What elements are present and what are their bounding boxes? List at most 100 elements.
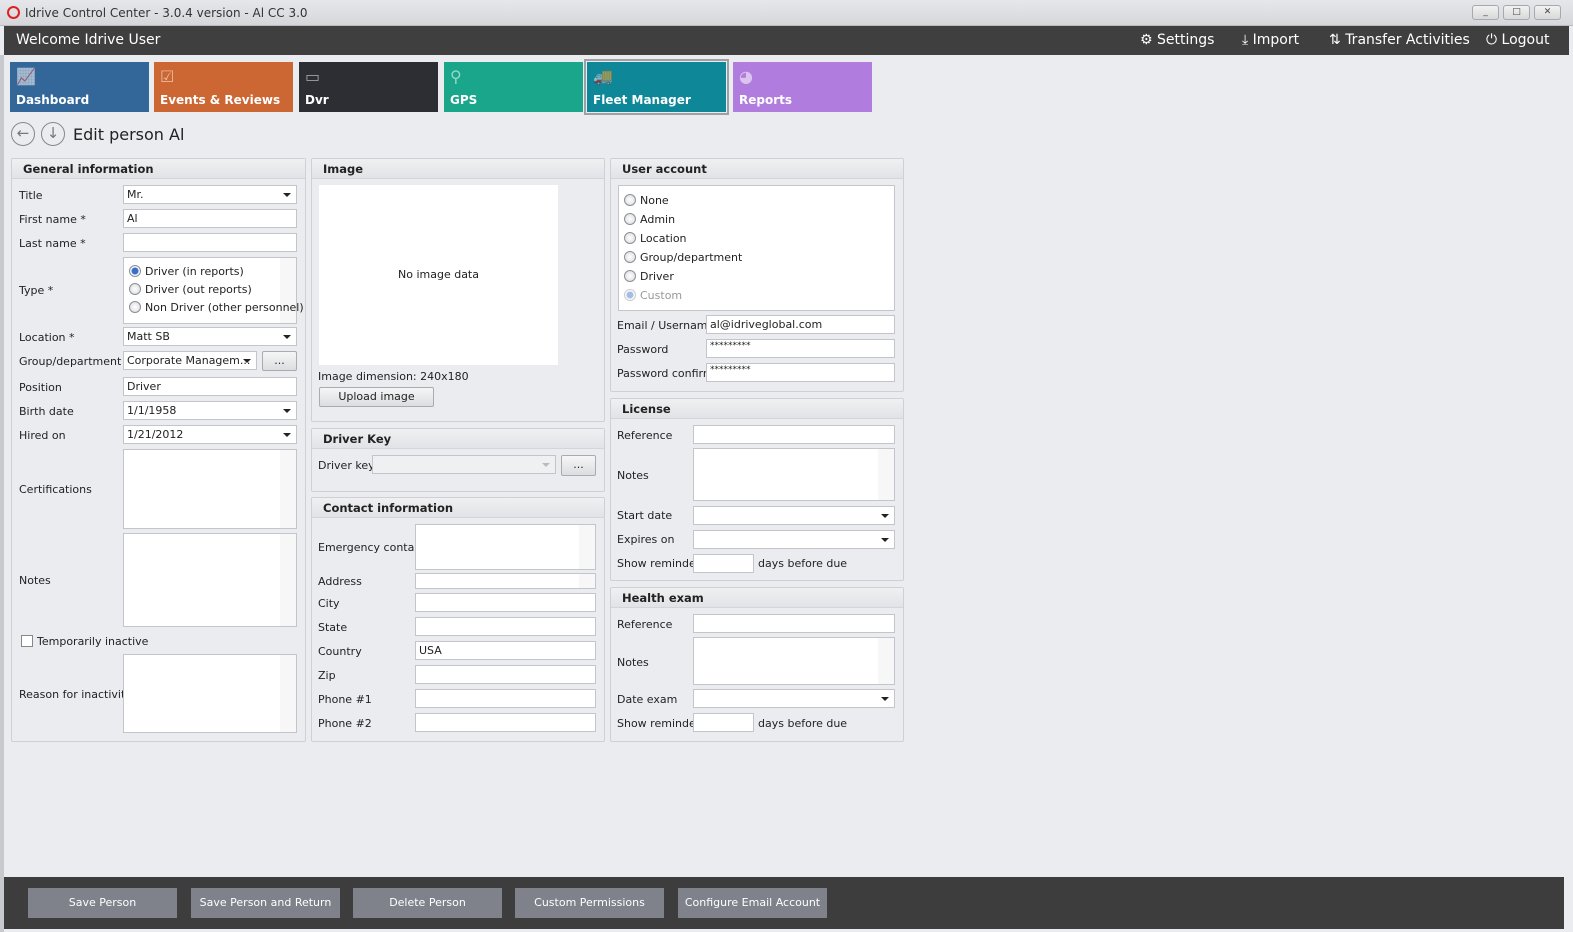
birth-date-picker[interactable]: 1/1/1958 [123, 401, 297, 420]
dimension-value: 240x180 [420, 370, 469, 383]
map-pin-icon: ⚲ [450, 67, 462, 86]
driver-key-dropdown[interactable] [372, 455, 556, 474]
emergency-contact-textarea[interactable] [415, 524, 596, 570]
chart-icon: 📈 [16, 67, 36, 86]
type-radio-driver-out[interactable] [129, 283, 141, 295]
reason-textarea[interactable] [123, 654, 297, 733]
back-arrow-icon[interactable]: ← [11, 122, 35, 146]
custom-permissions-button[interactable]: Custom Permissions [515, 888, 664, 918]
license-notes-textarea[interactable] [693, 448, 895, 501]
tile-label: Dashboard [16, 93, 90, 107]
account-radio-custom[interactable] [624, 289, 636, 301]
panel-heading: Image [312, 159, 604, 179]
zip-label: Zip [318, 669, 336, 682]
settings-link[interactable]: ⚙ Settings [1140, 32, 1214, 48]
page-title: Edit person Al [73, 125, 185, 144]
tile-events-reviews[interactable]: ☑ Events & Reviews [154, 62, 293, 112]
tile-reports[interactable]: ◕ Reports [733, 62, 872, 112]
city-label: City [318, 597, 340, 610]
hired-on-picker[interactable]: 1/21/2012 [123, 425, 297, 444]
license-days-label: days before due [758, 557, 848, 570]
phone2-label: Phone #2 [318, 717, 372, 730]
type-radio-driver-in[interactable] [129, 265, 141, 277]
temporarily-inactive-checkbox[interactable] [21, 635, 33, 647]
phone1-input[interactable] [415, 689, 596, 708]
driver-key-browse-button[interactable]: ... [561, 455, 596, 476]
group-label: Group/department [19, 355, 122, 368]
first-name-input[interactable]: Al [123, 209, 297, 228]
password-confirm-input[interactable]: ********* [706, 363, 895, 382]
phone2-input[interactable] [415, 713, 596, 732]
driver-key-label: Driver key [318, 459, 375, 472]
date-exam-picker[interactable] [693, 689, 895, 708]
maximize-button[interactable]: □ [1503, 5, 1530, 20]
date-exam-label: Date exam [617, 693, 678, 706]
license-reminder-input[interactable] [693, 554, 754, 573]
email-input[interactable]: al@idriveglobal.com [706, 315, 895, 334]
dimension-label: Image dimension: [318, 370, 417, 383]
logout-link[interactable]: ⏻ Logout [1486, 32, 1549, 48]
expires-on-picker[interactable] [693, 530, 895, 549]
close-button[interactable]: ✕ [1534, 5, 1561, 20]
position-input[interactable]: Driver [123, 377, 297, 396]
email-label: Email / Username [617, 319, 715, 332]
state-input[interactable] [415, 617, 596, 636]
group-dropdown[interactable]: Corporate Managem... [123, 351, 257, 370]
license-notes-label: Notes [617, 469, 649, 482]
minimize-button[interactable]: _ [1472, 5, 1499, 20]
type-radio-non-driver[interactable] [129, 301, 141, 313]
password-input[interactable]: ********* [706, 339, 895, 358]
tile-dashboard[interactable]: 📈 Dashboard [10, 62, 149, 112]
license-reference-input[interactable] [693, 425, 895, 444]
health-notes-label: Notes [617, 656, 649, 669]
transfer-activities-link[interactable]: ⇅ Transfer Activities [1329, 32, 1470, 48]
start-date-picker[interactable] [693, 506, 895, 525]
location-dropdown[interactable]: Matt SB [123, 327, 297, 346]
settings-label: Settings [1157, 32, 1215, 48]
tile-gps[interactable]: ⚲ GPS [444, 62, 583, 112]
delete-person-button[interactable]: Delete Person [353, 888, 502, 918]
tile-label: Reports [739, 93, 793, 107]
save-person-button[interactable]: Save Person [28, 888, 177, 918]
license-reference-label: Reference [617, 429, 673, 442]
radio-label: Driver (in reports) [145, 265, 244, 278]
address-textarea[interactable] [415, 573, 596, 589]
window-title: Idrive Control Center - 3.0.4 version - … [25, 6, 308, 20]
app-logo-icon [7, 6, 20, 19]
health-notes-textarea[interactable] [693, 637, 895, 685]
panel-heading: Contact information [312, 498, 604, 518]
health-reference-input[interactable] [693, 614, 895, 633]
tile-dvr[interactable]: ▭ Dvr [299, 62, 438, 112]
account-radio-admin[interactable] [624, 213, 636, 225]
title-dropdown[interactable]: Mr. [123, 185, 297, 204]
group-browse-button[interactable]: ... [262, 351, 297, 371]
window-titlebar: Idrive Control Center - 3.0.4 version - … [0, 0, 1573, 26]
position-label: Position [19, 381, 62, 394]
location-label: Location * [19, 331, 75, 344]
import-link[interactable]: ⤓ Import [1242, 32, 1299, 48]
city-input[interactable] [415, 593, 596, 612]
configure-email-account-button[interactable]: Configure Email Account [678, 888, 827, 918]
welcome-text: Welcome Idrive User [16, 32, 161, 48]
health-reminder-label: Show reminder [617, 717, 701, 730]
save-person-and-return-button[interactable]: Save Person and Return [191, 888, 340, 918]
health-reminder-input[interactable] [693, 713, 754, 732]
notes-textarea[interactable] [123, 533, 297, 627]
account-radio-driver[interactable] [624, 270, 636, 282]
panel-heading: License [611, 399, 903, 419]
pie-chart-icon: ◕ [739, 67, 753, 86]
panel-heading: Driver Key [312, 429, 604, 449]
tile-fleet-manager[interactable]: 🚚 Fleet Manager [584, 59, 729, 115]
start-date-label: Start date [617, 509, 673, 522]
zip-input[interactable] [415, 665, 596, 684]
down-arrow-icon[interactable]: ↓ [41, 122, 65, 146]
temporarily-inactive-label: Temporarily inactive [37, 635, 149, 648]
country-input[interactable]: USA [415, 641, 596, 660]
last-name-input[interactable] [123, 233, 297, 252]
account-radio-location[interactable] [624, 232, 636, 244]
certifications-textarea[interactable] [123, 449, 297, 529]
account-radio-none[interactable] [624, 194, 636, 206]
expires-on-label: Expires on [617, 533, 675, 546]
account-radio-group[interactable] [624, 251, 636, 263]
upload-image-button[interactable]: Upload image [319, 387, 434, 407]
